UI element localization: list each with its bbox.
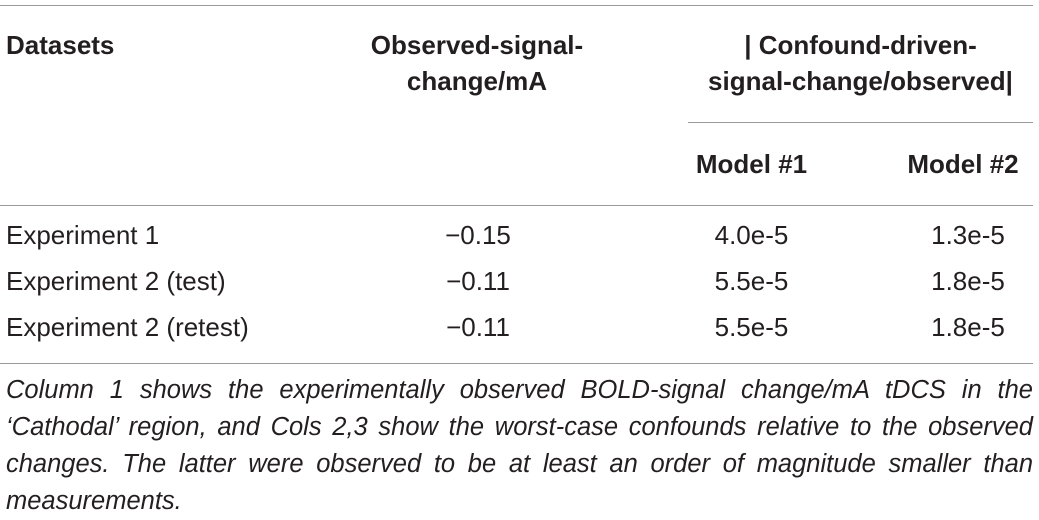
table-bottom-rule — [0, 363, 1033, 364]
header-confound-line1: | Confound-driven- — [744, 30, 977, 60]
row-model2-value: 1.8e-5 — [931, 312, 1005, 342]
header-datasets: Datasets — [6, 30, 115, 60]
header-confound-driven: | Confound-driven- signal-change/observe… — [688, 27, 1033, 99]
header-observed-line2: change/mA — [406, 66, 548, 96]
header-subgroup-rule — [688, 122, 1033, 123]
table-row: Experiment 2 (test) −0.11 5.5e-5 1.8e-5 — [0, 258, 1039, 304]
row-dataset-name: Experiment 1 — [6, 220, 160, 250]
header-observed-signal-change: Observed-signal- change/mA — [360, 27, 594, 99]
row-model2-value: 1.3e-5 — [931, 220, 1005, 250]
header-model-2: Model #2 — [907, 149, 1019, 179]
table-caption: Column 1 shows the experimentally observ… — [6, 376, 1033, 515]
header-observed-line1: Observed-signal- — [370, 30, 584, 60]
row-observed-value: −0.15 — [445, 220, 511, 250]
row-model1-value: 5.5e-5 — [714, 312, 789, 342]
header-model-1: Model #1 — [695, 149, 808, 179]
table-top-rule — [0, 5, 1033, 6]
row-observed-value: −0.11 — [446, 312, 510, 342]
row-model1-value: 5.5e-5 — [714, 266, 789, 296]
row-model2-value: 1.8e-5 — [931, 266, 1005, 296]
row-dataset-name: Experiment 2 (retest) — [6, 312, 249, 342]
row-model1-value: 4.0e-5 — [714, 220, 789, 250]
header-confound-line2: signal-change/observed| — [708, 66, 1013, 96]
header-bottom-rule — [0, 205, 1033, 206]
table-row: Experiment 1 −0.15 4.0e-5 1.3e-5 — [0, 212, 1039, 258]
row-dataset-name: Experiment 2 (test) — [6, 266, 226, 296]
table-row: Experiment 2 (retest) −0.11 5.5e-5 1.8e-… — [0, 304, 1039, 350]
row-observed-value: −0.11 — [446, 266, 510, 296]
